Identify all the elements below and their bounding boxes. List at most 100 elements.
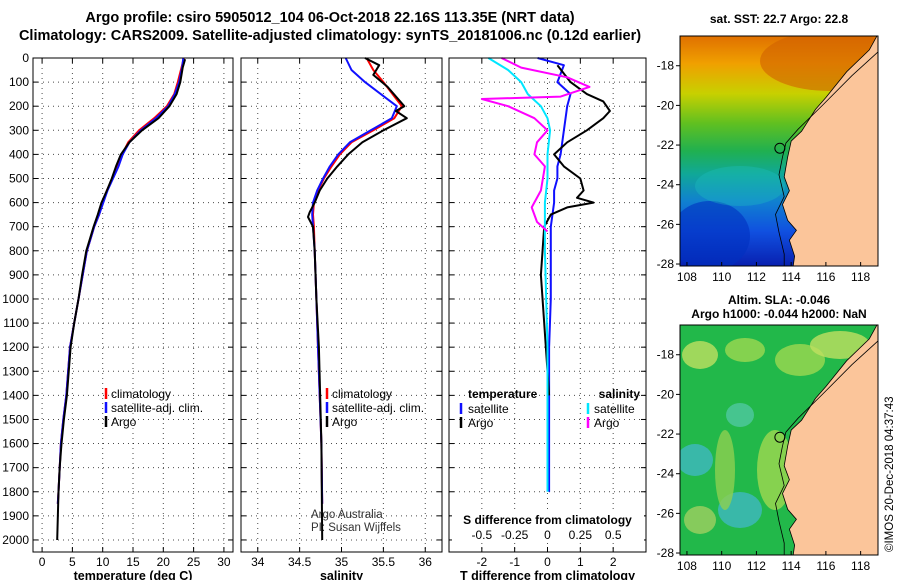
map-field (680, 325, 878, 555)
y-tick-label: 1500 (2, 412, 29, 426)
y-tick-label: 300 (9, 123, 29, 137)
legend-entry: satellite (468, 402, 509, 416)
y-tick-label: 1200 (2, 340, 29, 354)
map-panel-sla: 108 110 112 114 116 118 -18 -20 -22 -24 -26 -28 Alti… (657, 293, 879, 573)
y-tick-label: 0 (22, 51, 29, 65)
profile-panel-sal: 34 34.5 35 35.5 36 salinity (240, 57, 443, 580)
x-axis-label: temperature (deg C) (74, 569, 193, 580)
profile-panel-temp: 0 5 10 15 20 25 300100200300400500600700800900… (2, 51, 234, 580)
x-tick-label: 114 (782, 270, 801, 284)
plot-frame (240, 57, 443, 553)
legend-entry: satellite-adj. clim. (332, 401, 424, 415)
x-tick-label: 34 (251, 555, 265, 569)
sla-anomaly-blob (725, 338, 765, 362)
x-tick-label: 2 (610, 555, 617, 569)
depth-contour (775, 51, 878, 266)
sla-anomaly-blob (715, 430, 735, 510)
y-tick-label: 700 (9, 220, 29, 234)
y-tick-label: 400 (9, 147, 29, 161)
profile-location-marker (774, 142, 786, 154)
plot-frame (448, 57, 647, 553)
secondary-axis-title: S difference from climatology (463, 513, 632, 527)
y-tick-label: 1100 (3, 316, 29, 330)
y-tick-label: 1300 (2, 364, 29, 378)
secondary-tick-label: 0 (544, 528, 551, 542)
series-line-s-satellite (487, 57, 552, 492)
y-tick-label: -28 (657, 257, 675, 271)
annotation-pi: PI: Susan Wijffels (311, 522, 401, 534)
legend-entry: climatology (332, 387, 392, 401)
y-tick-label: 500 (9, 171, 29, 185)
legend-entry: Argo (594, 416, 620, 430)
x-tick-label: 112 (747, 559, 766, 573)
series-line-climatology (312, 57, 403, 504)
y-tick-label: 1400 (2, 388, 29, 402)
x-tick-label: 20 (157, 555, 171, 569)
x-tick-label: 36 (419, 555, 433, 569)
y-tick-label: 1600 (2, 437, 29, 451)
y-tick-label: 800 (9, 244, 29, 258)
imos-timestamp: ©IMOS 20-Dec-2018 04:37:43 (884, 396, 896, 552)
sla-anomaly-blob (682, 341, 718, 369)
legend-header-salinity: salinity (599, 387, 641, 401)
map-subtitle: Argo h1000: -0.044 h2000: NaN (691, 307, 866, 321)
x-tick-label: 10 (96, 555, 110, 569)
sst-warm-patch (760, 36, 878, 91)
secondary-tick-label: -0.25 (501, 528, 529, 542)
secondary-tick-label: -0.5 (471, 528, 492, 542)
series-line-argo (307, 57, 408, 541)
x-axis-label: salinity (320, 569, 363, 580)
legend-header-temperature: temperature (468, 387, 538, 401)
map-field (680, 36, 878, 266)
sla-anomaly-blob (684, 506, 716, 534)
y-tick-label: -26 (657, 217, 675, 231)
x-tick-label: 30 (217, 555, 231, 569)
y-tick-label: -24 (657, 467, 675, 481)
x-tick-label: 1 (577, 555, 584, 569)
x-tick-label: -1 (509, 555, 520, 569)
y-tick-label: 2000 (2, 533, 29, 547)
sla-anomaly-blob (810, 331, 870, 359)
x-tick-label: 0 (544, 555, 551, 569)
y-tick-label: -24 (657, 178, 675, 192)
series-line-t-argo (539, 64, 611, 396)
legend-entry: Argo (468, 416, 494, 430)
map-panel-sst: 108 110 112 114 116 118 -18 -20 -22 -24 -26 -28 sat.… (657, 12, 879, 284)
sla-anomaly-blob (775, 344, 825, 376)
land-mass (782, 325, 878, 555)
annotation-argo-australia: Argo Australia (311, 509, 383, 521)
profile-location-marker (774, 431, 786, 443)
x-tick-label: 5 (69, 555, 76, 569)
map-frame (679, 35, 879, 267)
y-tick-label: 200 (9, 99, 29, 113)
sla-anomaly-blob (726, 403, 754, 427)
plot-title-line1: Argo profile: csiro 5905012_104 06-Oct-2… (85, 10, 575, 26)
x-tick-label: 0 (39, 555, 46, 569)
x-tick-label: 112 (747, 270, 766, 284)
x-tick-label: 116 (816, 270, 835, 284)
x-tick-label: 110 (712, 559, 731, 573)
y-tick-label: -18 (657, 59, 675, 73)
x-tick-label: 116 (816, 559, 835, 573)
x-tick-label: 25 (187, 555, 201, 569)
land-mass (782, 36, 878, 266)
y-tick-label: -20 (657, 98, 675, 112)
series-line-argo (56, 58, 187, 541)
x-tick-label: 108 (677, 559, 697, 573)
y-tick-label: -28 (657, 546, 675, 560)
secondary-tick-label: 0.25 (569, 528, 593, 542)
y-tick-label: -20 (657, 387, 675, 401)
map-title: sat. SST: 22.7 Argo: 22.8 (710, 12, 849, 26)
x-tick-label: 35 (335, 555, 349, 569)
x-tick-label: -2 (476, 555, 487, 569)
sla-anomaly-blob (680, 444, 713, 476)
map-frame (679, 324, 879, 556)
x-tick-label: 114 (782, 559, 801, 573)
series-line-climatology (56, 57, 185, 504)
legend-entry: satellite (594, 402, 635, 416)
plot-title-line2: Climatology: CARS2009. Satellite-adjuste… (18, 28, 642, 44)
y-tick-label: 1900 (2, 509, 29, 523)
y-tick-label: 1700 (2, 461, 29, 475)
x-tick-label: 15 (126, 555, 140, 569)
